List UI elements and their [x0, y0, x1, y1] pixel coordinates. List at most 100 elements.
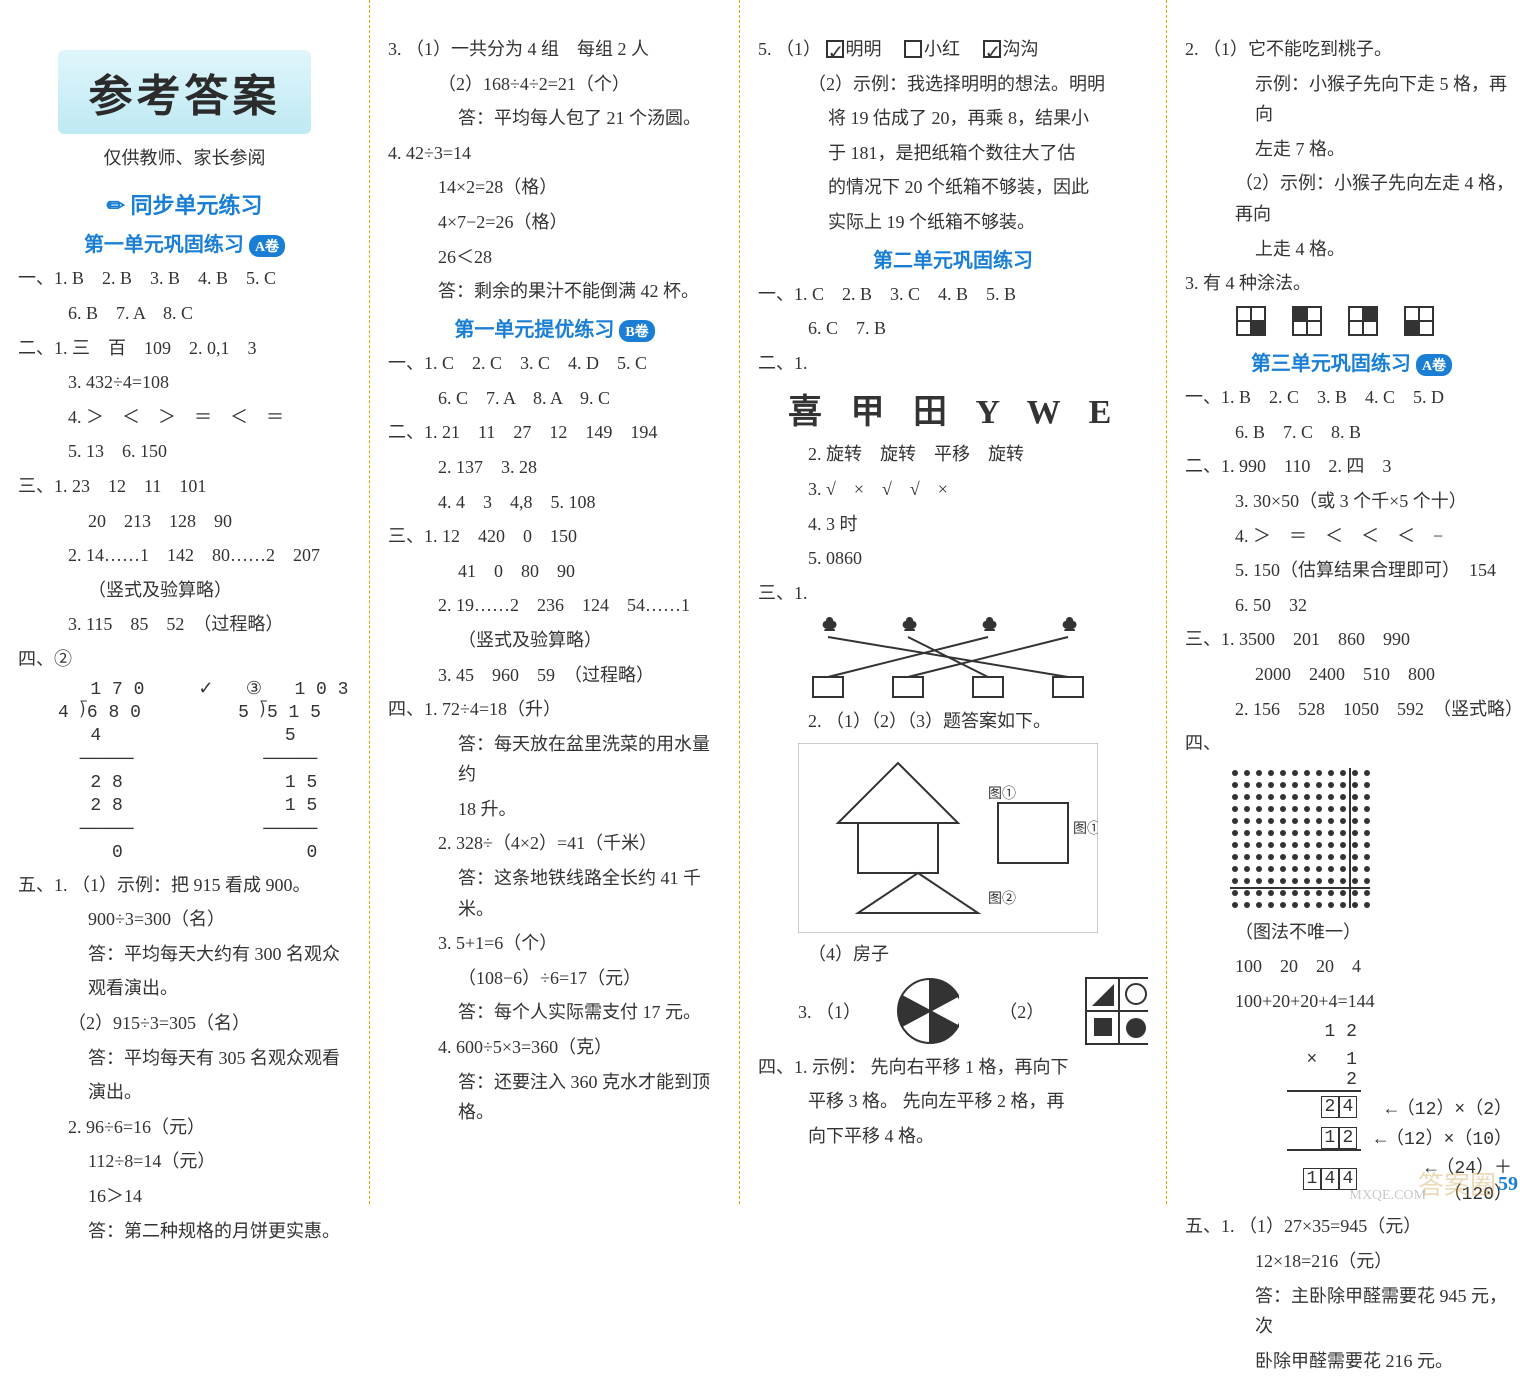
c1-l23: 答：第二种规格的月饼更实惠。 [18, 1216, 351, 1247]
column-2: 3. （1）一共分为 4 组 每组 2 人 （2）168÷4÷2=21（个） 答… [370, 0, 740, 1204]
c3-l2: （2）示例：我选择明明的想法。明明 [758, 69, 1148, 100]
c3-u2i: （4）房子 [758, 939, 1148, 970]
badge-a: A卷 [249, 235, 285, 257]
c1-l3: 二、1. 三 百 109 2. 0,1 3 [18, 333, 351, 364]
lbl-1: 图① [988, 786, 1016, 802]
c1-l17: （2）915÷3=305（名） [18, 1008, 351, 1039]
c4-u3c: 二、1. 990 110 2. 四 3 [1185, 451, 1518, 482]
c2-l3: 答：平均每人包了 21 个汤圆。 [388, 103, 721, 134]
pie-icon [895, 976, 959, 1046]
c1-l7: 三、1. 23 12 11 101 [18, 471, 351, 502]
c4-u3a: 一、1. B 2. C 3. B 4. C 5. D [1185, 382, 1518, 413]
c3-u2j: 3. （1） [798, 998, 855, 1024]
svg-text:♣: ♣ [823, 613, 836, 635]
c1-l22: 16＞14 [18, 1181, 351, 1212]
dot-grid-icon [1225, 763, 1375, 913]
c2-l4: 4. 42÷3=14 [388, 138, 721, 169]
unit3a-text: 第三单元巩固练习 [1251, 353, 1411, 375]
svg-text:♣: ♣ [983, 613, 996, 635]
c3-u2b: 6. C 7. B [758, 313, 1148, 344]
c2-l6: 4×7−2=26（格） [388, 207, 721, 238]
c3-l3: 将 19 估成了 20，再乘 8，结果小 [758, 103, 1148, 134]
c2-b7: 41 0 80 90 [388, 556, 721, 587]
c4-u3k: 四、 [1185, 728, 1518, 759]
c1-l13: 五、1. （1）示例：把 915 看成 900。 [18, 870, 351, 901]
c4-u3h: 三、1. 3500 201 860 990 [1185, 624, 1518, 655]
unit1b-text: 第一单元提优练习 [454, 319, 614, 341]
name3: 沟沟 [1003, 39, 1039, 59]
c3-l1a: 5. （1） [758, 39, 821, 59]
c2-b17: （108−6）÷6=17（元） [388, 963, 721, 994]
c2-l1: 3. （1）一共分为 4 组 每组 2 人 [388, 34, 721, 65]
c4-u3g: 6. 50 32 [1185, 590, 1518, 621]
column-3: 5. （1） 明明 小红 沟沟 （2）示例：我选择明明的想法。明明 将 19 估… [740, 0, 1167, 1204]
c3-u2g: 三、1. [758, 578, 1148, 609]
c4-u3e: 4. ＞ ＝ ＜ ＜ ＜ − [1185, 521, 1518, 552]
quad-icon [1084, 976, 1148, 1046]
unit3a-header: 第三单元巩固练习 A卷 [1185, 347, 1518, 376]
c4-u3b: 6. B 7. C 8. B [1185, 417, 1518, 448]
badge-a2: A卷 [1416, 354, 1452, 376]
c3-l1: 5. （1） 明明 小红 沟沟 [758, 34, 1148, 65]
svg-text:♣: ♣ [1063, 613, 1076, 635]
c2-b14: 2. 328÷（4×2）=41（千米） [388, 828, 721, 859]
c1-l12h: 四、② [18, 644, 351, 675]
tet3-icon [1347, 305, 1395, 341]
unit1b-header: 第一单元提优练习 B卷 [388, 313, 721, 342]
c1-l5: 4. ＞ ＜ ＞ ＝ ＜ ＝ [18, 402, 351, 433]
page-number: 59 [1498, 1173, 1518, 1196]
tet4-icon [1403, 305, 1451, 341]
c3-l4: 于 181，是把纸箱个数往大了估 [758, 138, 1148, 169]
c1-l8: 20 213 128 90 [18, 506, 351, 537]
multiplication-work: 1 2 × 1 2 24←（12）×（2） 12 ←（12）×（10） 144←… [1275, 1020, 1518, 1207]
big-chars: 喜 甲 田 Y W E [788, 384, 1148, 433]
c2-l5: 14×2=28（格） [388, 172, 721, 203]
c3-u2h: 2. （1）（2）（3）题答案如下。 [758, 706, 1148, 737]
c4-l1: 2. （1）它不能吃到桃子。 [1185, 34, 1518, 65]
c2-b13: 18 升。 [388, 794, 721, 825]
c3-u2m: 向下平移 4 格。 [758, 1121, 1148, 1152]
unit1a-text: 第一单元巩固练习 [84, 234, 244, 256]
c3-u2e: 4. 3 时 [758, 509, 1148, 540]
c2-l7: 26＜28 [388, 242, 721, 273]
c4-u3n: 100+20+20+4=144 [1185, 986, 1518, 1017]
sync-header: ✏ 同步单元练习 [18, 188, 351, 220]
c4-l6: 3. 有 4 种涂法。 [1185, 268, 1518, 299]
mr1: 1 2 [1287, 1022, 1361, 1042]
title-banner: 参考答案 [58, 50, 311, 134]
c1-l11: 3. 115 85 52 （过程略） [18, 609, 351, 640]
tetromino-row [1235, 305, 1518, 341]
c1-l19: 演出。 [18, 1077, 351, 1108]
c3-u2f: 5. 0860 [758, 543, 1148, 574]
name2: 小红 [924, 39, 960, 59]
c1-l14: 900÷3=300（名） [18, 904, 351, 935]
c2-b2: 6. C 7. A 8. A 9. C [388, 383, 721, 414]
mra: ←（12）×（2） [1363, 1094, 1516, 1120]
main-title: 参考答案 [88, 60, 281, 124]
c1-l18: 答：平均每天有 305 名观众观看 [18, 1043, 351, 1074]
c4-u3p: 12×18=216（元） [1185, 1246, 1518, 1277]
grid-house-diagram: 图① 图① 图② [798, 743, 1098, 933]
c2-l8: 答：剩余的果汁不能倒满 42 杯。 [388, 276, 721, 307]
unit1a-header: 第一单元巩固练习 A卷 [18, 228, 351, 257]
c1-l21: 112÷8=14（元） [18, 1146, 351, 1177]
c4-u3j: 2. 156 528 1050 592 （竖式略） [1185, 694, 1518, 725]
c3-u2c: 2. 旋转 旋转 平移 旋转 [758, 439, 1148, 470]
lbl-2: 图① [1073, 821, 1098, 837]
c2-b12: 答：每天放在盆里洗菜的用水量约 [388, 729, 721, 790]
c4-u3q: 答：主卧除甲醛需要花 945 元，次 [1185, 1281, 1518, 1342]
c1-l1: 一、1. B 2. B 3. B 4. B 5. C [18, 263, 351, 294]
c4-l3: 左走 7 格。 [1185, 134, 1518, 165]
c2-b11: 四、1. 72÷4=18（升） [388, 694, 721, 725]
c4-u3m: 100 20 20 4 [1185, 951, 1518, 982]
c2-b3: 二、1. 21 11 27 12 149 194 [388, 417, 721, 448]
c4-u3i: 2000 2400 510 800 [1185, 659, 1518, 690]
c2-b15: 答：这条地铁线路全长约 41 千米。 [388, 863, 721, 924]
long-division: 1 7 0 ✓ ③ 1 0 3 4 ⟌6 8 0 5 ⟌5 1 5 4 5 ──… [58, 679, 351, 866]
c1-l9: 2. 14……1 142 80……2 207 [18, 540, 351, 571]
c4-l2: 示例：小猴子先向下走 5 格，再向 [1185, 69, 1518, 130]
c2-b20: 答：还要注入 360 克水才能到顶格。 [388, 1067, 721, 1128]
name1: 明明 [846, 39, 882, 59]
c4-u3l: （图法不唯一） [1185, 917, 1518, 948]
c2-b10: 3. 45 960 59 （过程略） [388, 660, 721, 691]
